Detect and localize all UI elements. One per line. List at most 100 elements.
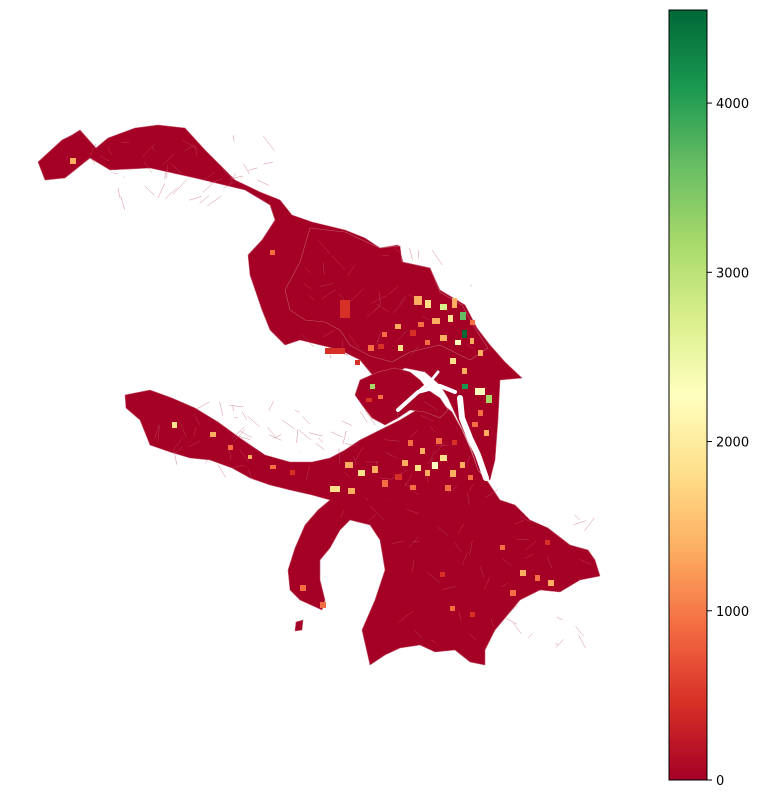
district-boundary	[428, 450, 435, 465]
district-cell	[548, 580, 554, 586]
district-cell	[452, 298, 457, 308]
colorbar-tick-label: 4000	[716, 97, 749, 112]
district-cell	[410, 485, 416, 490]
district-boundary	[469, 483, 474, 492]
district-boundary	[353, 456, 357, 465]
district-cell	[402, 460, 408, 466]
district-cell	[440, 335, 447, 341]
river-branch-2	[416, 370, 440, 394]
district-boundary	[301, 333, 315, 348]
district-boundary	[240, 430, 252, 438]
district-boundary	[341, 420, 353, 427]
district-boundary	[180, 422, 187, 438]
district-boundary	[166, 164, 168, 178]
district-cell	[398, 345, 403, 351]
district-boundary	[157, 183, 165, 199]
district-boundary	[574, 514, 581, 521]
district-boundary	[359, 411, 368, 423]
district-boundary	[431, 639, 436, 644]
district-cell	[452, 440, 457, 445]
district-cell	[486, 395, 492, 403]
district-cell	[345, 462, 353, 468]
district-cell	[425, 300, 431, 308]
district-boundary	[575, 626, 584, 637]
district-boundary	[232, 405, 234, 411]
district-cell	[210, 432, 216, 437]
colorbar: 0 1000 2000 3000 4000	[668, 9, 749, 789]
district-boundary	[202, 171, 216, 181]
district-cell	[300, 585, 306, 591]
district-cell	[330, 486, 340, 492]
small-island	[294, 619, 304, 632]
district-boundary	[172, 164, 182, 173]
district-boundary	[458, 611, 462, 621]
district-cell	[378, 344, 384, 349]
district-boundary	[340, 509, 345, 518]
district-boundary	[500, 582, 509, 588]
district-boundary	[429, 425, 435, 433]
district-boundary	[330, 431, 343, 438]
district-cell	[418, 322, 424, 327]
district-boundary	[514, 520, 524, 525]
district-boundary	[247, 469, 253, 480]
district-boundary	[294, 409, 300, 413]
district-boundary	[189, 196, 202, 201]
district-boundary	[204, 460, 209, 464]
district-cell	[478, 410, 483, 416]
district-boundary	[315, 443, 325, 450]
district-boundary	[107, 147, 112, 155]
district-cell	[320, 602, 326, 608]
north-east-region	[284, 227, 489, 363]
district-boundary	[413, 629, 424, 640]
colorbar-ticks: 0 1000 2000 3000 4000	[707, 97, 749, 789]
district-boundary	[144, 185, 155, 196]
district-boundary	[308, 295, 315, 300]
colorbar-tick-label: 1000	[716, 605, 749, 620]
colorbar-tick-label: 0	[716, 774, 724, 789]
district-cell	[420, 448, 425, 454]
district-boundary	[376, 331, 382, 345]
district-boundary	[142, 143, 155, 157]
district-boundary	[421, 315, 430, 321]
district-boundary	[484, 577, 490, 590]
district-cells	[70, 158, 554, 617]
district-boundary	[348, 334, 360, 349]
district-boundary	[151, 146, 155, 152]
district-cell	[248, 455, 252, 459]
district-boundary	[442, 586, 456, 590]
district-cell	[460, 312, 466, 320]
district-boundary	[207, 195, 222, 207]
district-boundary	[268, 400, 275, 411]
district-boundary	[319, 283, 334, 287]
district-boundary	[436, 526, 449, 537]
district-cell	[470, 612, 475, 617]
district-boundary	[263, 161, 274, 165]
district-boundary	[344, 471, 351, 478]
district-boundary	[394, 248, 400, 253]
district-boundary	[281, 419, 295, 430]
district-boundary	[409, 536, 419, 548]
district-boundary	[578, 634, 586, 648]
district-boundary	[525, 540, 537, 551]
district-boundary	[409, 247, 413, 260]
district-boundary	[409, 430, 419, 438]
district-boundary	[158, 425, 160, 441]
district-boundary	[368, 514, 377, 522]
district-boundary	[420, 414, 434, 422]
district-boundary	[241, 411, 247, 420]
district-cell	[270, 465, 276, 469]
district-cell	[366, 398, 372, 402]
district-cell	[455, 340, 461, 345]
district-boundary	[371, 295, 387, 304]
colorbar-gradient	[668, 9, 708, 781]
district-boundary	[350, 288, 364, 302]
river-branch	[396, 383, 457, 412]
district-boundary	[219, 401, 224, 416]
district-boundary	[379, 477, 392, 480]
district-cell	[395, 474, 402, 480]
district-boundary	[164, 169, 166, 180]
district-boundary	[193, 427, 197, 437]
district-boundary	[273, 434, 282, 439]
district-boundary	[556, 616, 563, 621]
district-boundary	[117, 187, 121, 198]
